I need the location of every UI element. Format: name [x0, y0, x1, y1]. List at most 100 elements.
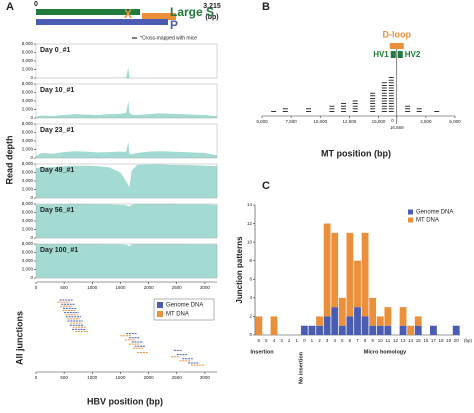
x-tick-label: 2: [288, 338, 291, 343]
x-tick-label: 2500: [172, 375, 183, 380]
bar: [414, 325, 422, 335]
y-tick-label: 10: [247, 239, 253, 244]
x-tick-label: 500: [60, 375, 68, 380]
gene-bar: [36, 9, 140, 15]
bar: [384, 307, 392, 326]
track-label: Day 56_#1: [40, 207, 74, 214]
x-tick-label: 5: [265, 338, 268, 343]
x-tick-label: 10: [378, 338, 384, 343]
bar: [331, 307, 339, 335]
d-loop: [389, 43, 404, 49]
bar: [323, 316, 331, 335]
y-tick-label: 6,000: [22, 170, 34, 175]
x-tick-label: 3000: [200, 285, 211, 290]
x-tick-label: 14: [408, 338, 414, 343]
x-tick-label: 11: [386, 338, 391, 343]
x-tick-label: 7: [356, 338, 359, 343]
bar: [430, 325, 437, 335]
bar: [346, 232, 354, 317]
x-tick-label: 0: [35, 285, 38, 290]
x-tick-label: 12,500: [342, 119, 356, 124]
y-tick-label: 0: [249, 332, 252, 337]
gene-label: P: [170, 18, 178, 32]
x-tick-label: 0: [35, 375, 38, 380]
x-tick-label: 2000: [144, 285, 155, 290]
bar: [407, 325, 415, 335]
track-label: Day 0_#1: [40, 47, 70, 54]
legend-label: MT DNA: [416, 218, 439, 224]
coverage-area: [36, 141, 217, 158]
x-tick-label: 3000: [200, 375, 211, 380]
bar: [316, 325, 323, 335]
feature-label: D-loop: [383, 29, 412, 39]
x-tick-label: 3: [280, 338, 283, 343]
y-tick-label: 8,000: [22, 161, 34, 166]
bar: [369, 325, 377, 335]
y-tick-label: 4,000: [22, 58, 34, 63]
legend-label: Genome DNA: [166, 303, 203, 309]
y-tick-label: 6,000: [22, 130, 34, 135]
bar: [354, 307, 361, 335]
bar: [361, 316, 369, 335]
bar: [384, 325, 392, 335]
bar: [300, 325, 308, 335]
y-tick-label: 8,000: [22, 81, 34, 86]
panel-label: A: [6, 1, 14, 13]
x-tick-label: 2,500: [420, 119, 432, 124]
bar: [399, 307, 407, 326]
bar: [308, 325, 316, 335]
y-tick-label: 4,000: [22, 258, 34, 263]
y-tick-label: 6,000: [22, 210, 34, 215]
coverage-area: [36, 244, 217, 278]
y-tick-label: 0: [30, 275, 33, 280]
y-tick-label: 8,000: [22, 121, 34, 126]
y-tick-label: 8,000: [22, 201, 34, 206]
bar: [270, 316, 278, 335]
y-tick-label: 2,000: [22, 67, 34, 72]
track-label: Day 23_#1: [40, 127, 74, 134]
legend-swatch: [408, 209, 413, 215]
y-tick-label: 0: [30, 195, 33, 200]
coverage-area: [36, 204, 217, 238]
group-label: Insertion: [250, 349, 274, 355]
x-tick-label: 3: [326, 338, 329, 343]
x-axis-title: MT position (bp): [321, 148, 391, 158]
y-tick-label: 2: [249, 314, 252, 319]
panel-label: B: [262, 1, 270, 13]
x-tick-label: 20: [454, 338, 460, 343]
group-label: No insertion: [298, 351, 304, 384]
x-tick-label: 1500: [115, 375, 126, 380]
y-tick-label: 6,000: [22, 90, 34, 95]
feature-label: HV1: [373, 50, 389, 59]
legend-swatch: [408, 217, 413, 223]
hv2: [397, 51, 403, 58]
x-tick-label: 1000: [87, 375, 98, 380]
y-tick-label: 2,000: [22, 187, 34, 192]
feature-label: HV2: [405, 50, 421, 59]
map-start: 0: [34, 1, 38, 8]
y-tick-label: 4,000: [22, 138, 34, 143]
x-tick-label: 16: [423, 338, 429, 343]
y-tick-label: 6,000: [22, 250, 34, 255]
y-tick-label: 2,000: [22, 107, 34, 112]
map-unit: (bp): [205, 14, 218, 21]
track-label: Day 49_#1: [40, 167, 74, 174]
x-tick-label: 5: [341, 338, 344, 343]
bar: [346, 316, 354, 335]
gene-label: Large S: [170, 5, 214, 19]
track-label: Day 10_#1: [40, 87, 74, 94]
bar: [316, 316, 323, 326]
unit-label: (bp): [464, 338, 473, 343]
y-tick-label: 0: [30, 115, 33, 120]
y-tick-label: 2,000: [22, 227, 34, 232]
legend-swatch: [157, 302, 163, 308]
y-axis-title: Read depth: [4, 135, 14, 184]
x-tick-label: 5,000: [256, 119, 268, 124]
bar: [399, 325, 407, 335]
bar: [361, 232, 369, 317]
legend-label: MT DNA: [166, 312, 189, 318]
bar: [376, 325, 384, 335]
gene-bar: [142, 13, 176, 20]
y-tick-label: 2,000: [22, 267, 34, 272]
